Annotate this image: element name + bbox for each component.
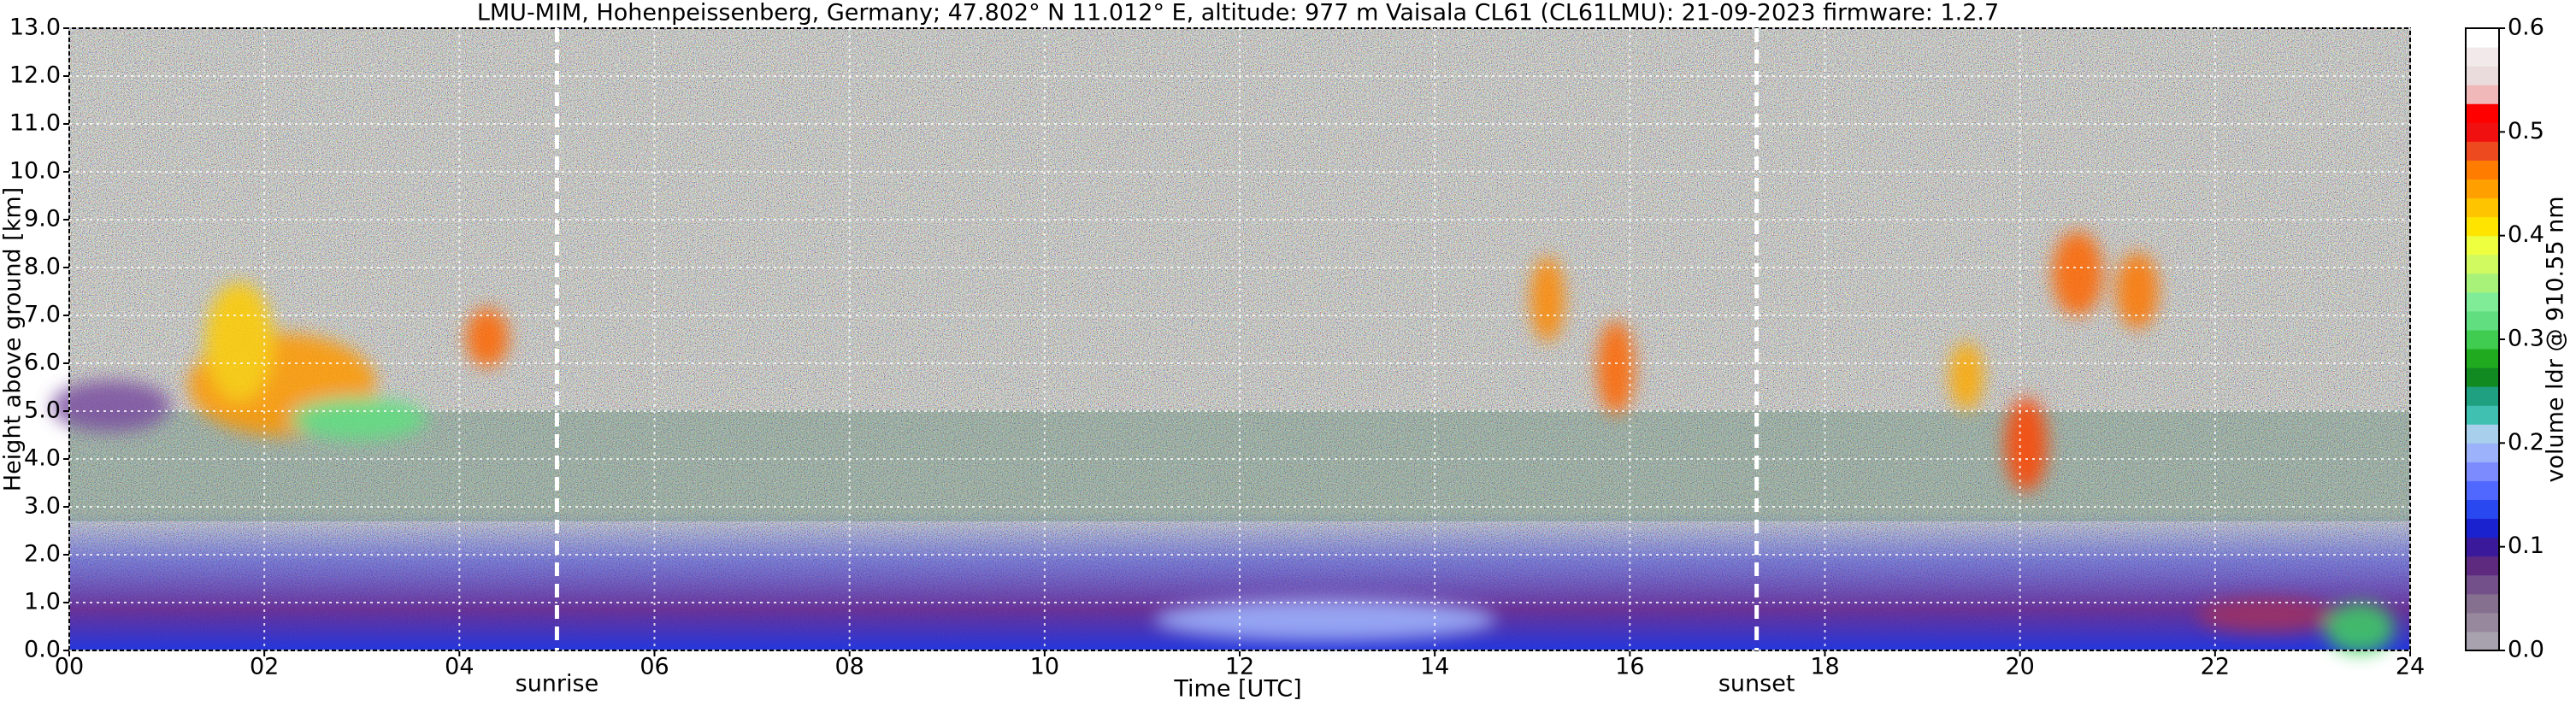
x-tick-label: 10: [1030, 654, 1059, 680]
x-tick-label: 14: [1420, 654, 1449, 680]
colorbar-tick-label: 0.1: [2508, 532, 2544, 559]
colorbar-band: [2466, 612, 2499, 632]
colorbar-band: [2466, 291, 2499, 312]
annotation-label: sunset: [1718, 671, 1795, 697]
x-tick-label: 02: [250, 654, 279, 680]
colorbar-tick-label: 0.6: [2508, 15, 2544, 41]
colorbar-band: [2466, 329, 2499, 350]
colorbar-band: [2466, 160, 2499, 179]
colorbar-band: [2466, 85, 2499, 104]
colorbar-band: [2466, 216, 2499, 237]
x-tick-label: 22: [2201, 654, 2230, 680]
colorbar-band: [2466, 28, 2499, 48]
x-tick-label: 08: [834, 654, 864, 680]
colorbar-band: [2466, 462, 2499, 481]
y-tick-label: 8.0: [24, 254, 61, 280]
y-tick-label: 7.0: [24, 302, 61, 328]
x-axis-label: Time [UTC]: [1173, 676, 1301, 703]
y-tick-label: 9.0: [24, 206, 61, 232]
y-axis-label: Height above ground [km]: [0, 187, 27, 491]
y-tick-label: 5.0: [24, 397, 61, 424]
colorbar-band: [2466, 103, 2499, 123]
y-tick-label: 11.0: [9, 110, 61, 137]
colorbar-band: [2466, 197, 2499, 218]
y-tick-label: 6.0: [24, 350, 61, 376]
colorbar-band: [2466, 349, 2499, 368]
colorbar-band: [2466, 574, 2499, 595]
colorbar-tick-label: 0.0: [2508, 637, 2544, 663]
colorbar-band: [2466, 631, 2499, 651]
colorbar-band: [2466, 499, 2499, 520]
x-tick-label: 12: [1225, 654, 1254, 680]
y-tick-label: 3.0: [24, 493, 61, 520]
colorbar-band: [2466, 443, 2499, 462]
x-tick-label: 24: [2396, 654, 2425, 680]
y-tick-label: 10.0: [9, 158, 61, 185]
colorbar-band: [2466, 273, 2499, 293]
y-tick-label: 0.0: [24, 637, 61, 663]
colorbar-tick-label: 0.4: [2508, 221, 2544, 248]
y-tick-label: 4.0: [24, 445, 61, 472]
cloud-features: [51, 231, 2394, 654]
colorbar-band: [2466, 310, 2499, 331]
colorbar-band: [2466, 368, 2499, 387]
colorbar-band: [2466, 47, 2499, 67]
colorbar-band: [2466, 537, 2499, 557]
y-tick-label: 2.0: [24, 541, 61, 568]
colorbar-label: volume ldr @ 910.55 nm: [2543, 197, 2569, 483]
colorbar-band: [2466, 66, 2499, 85]
y-tick-label: 12.0: [9, 62, 61, 89]
colorbar-band: [2466, 424, 2499, 444]
x-tick-label: 20: [2005, 654, 2034, 680]
x-tick-label: 18: [1810, 654, 1839, 680]
colorbar-band: [2466, 386, 2499, 406]
colorbar-band: [2466, 593, 2499, 614]
colorbar-band: [2466, 235, 2499, 256]
chart-title: LMU-MIM, Hohenpeissenberg, Germany; 47.8…: [477, 0, 1999, 26]
y-tick-label: 13.0: [9, 15, 61, 41]
colorbar-band: [2466, 405, 2499, 425]
colorbar-band: [2466, 480, 2499, 501]
annotation-label: sunrise: [516, 671, 599, 697]
colorbar-band: [2466, 122, 2499, 142]
x-tick-label: 16: [1615, 654, 1644, 680]
colorbar-tick-label: 0.5: [2508, 118, 2544, 144]
colorbar-band: [2466, 518, 2499, 538]
colorbar-band: [2466, 179, 2499, 199]
colorbar-band: [2466, 556, 2499, 576]
x-tick-label: 06: [640, 654, 669, 680]
x-tick-label: 00: [55, 654, 84, 680]
colorbar-tick-label: 0.3: [2508, 326, 2544, 352]
y-tick-label: 1.0: [24, 589, 61, 615]
x-tick-label: 04: [445, 654, 474, 680]
colorbar-band: [2466, 254, 2499, 274]
heatmap: [51, 28, 2410, 654]
colorbar-band: [2466, 141, 2499, 161]
colorbar-tick-label: 0.2: [2508, 429, 2544, 456]
